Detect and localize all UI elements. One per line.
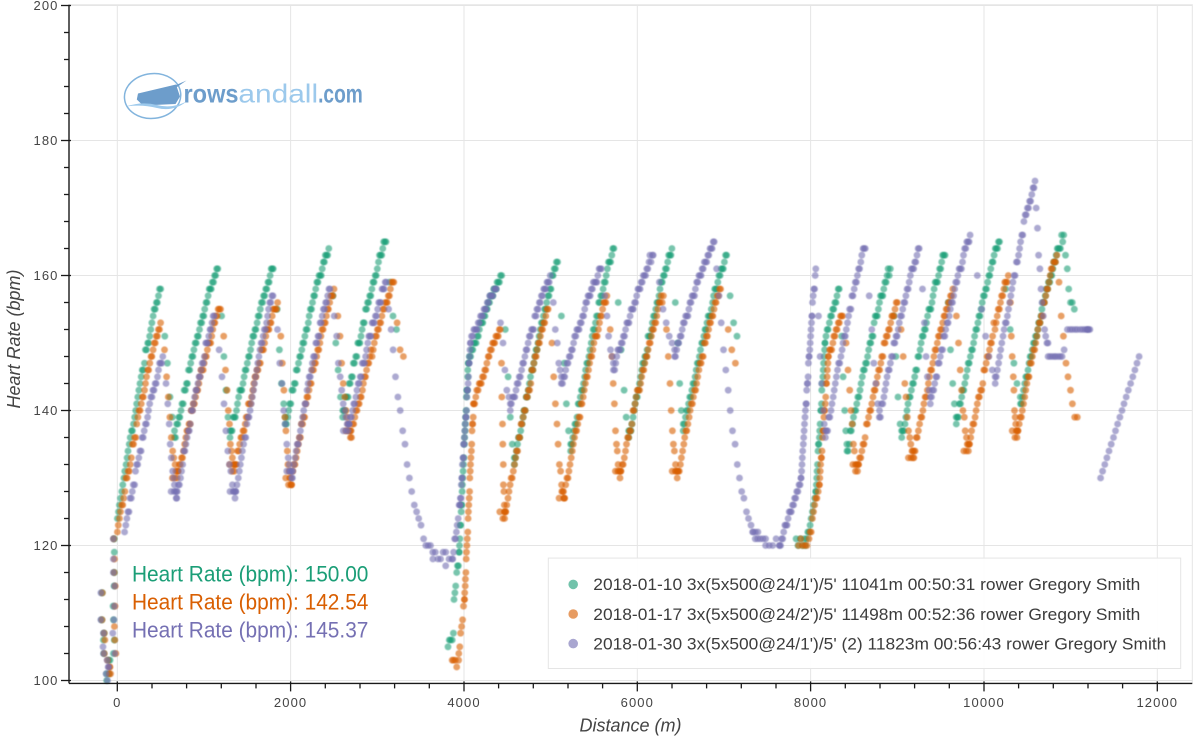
svg-text:100: 100 (34, 673, 59, 688)
svg-text:0: 0 (113, 695, 121, 710)
svg-text:2018-01-17 3x(5x500@24/2')/5': 2018-01-17 3x(5x500@24/2')/5' 11498m 00:… (593, 605, 1140, 624)
svg-text:120: 120 (34, 538, 59, 553)
svg-text:10000: 10000 (963, 695, 1005, 710)
svg-text:2018-01-30 3x(5x500@24/1')/5': 2018-01-30 3x(5x500@24/1')/5' (2) 11823m… (593, 634, 1166, 653)
svg-text:2018-01-10 3x(5x500@24/1')/5': 2018-01-10 3x(5x500@24/1')/5' 11041m 00:… (593, 575, 1140, 594)
svg-text:Heart Rate (bpm): 142.54: Heart Rate (bpm): 142.54 (132, 589, 368, 614)
svg-text:andall: andall (238, 79, 318, 109)
svg-text:Heart Rate (bpm): 145.37: Heart Rate (bpm): 145.37 (132, 617, 368, 642)
svg-text:2000: 2000 (274, 695, 307, 710)
svg-text:rows: rows (184, 79, 239, 109)
svg-text:Heart Rate (bpm): 150.00: Heart Rate (bpm): 150.00 (132, 561, 368, 586)
svg-text:160: 160 (34, 268, 59, 283)
svg-text:180: 180 (34, 133, 59, 148)
svg-text:Heart Rate (bpm): Heart Rate (bpm) (4, 269, 24, 408)
svg-text:140: 140 (34, 403, 59, 418)
svg-text:8000: 8000 (794, 695, 827, 710)
svg-text:12000: 12000 (1136, 695, 1178, 710)
svg-text:Distance (m): Distance (m) (579, 716, 681, 736)
svg-text:.com: .com (318, 79, 363, 109)
svg-text:200: 200 (34, 0, 59, 13)
svg-text:6000: 6000 (621, 695, 654, 710)
svg-text:4000: 4000 (447, 695, 480, 710)
